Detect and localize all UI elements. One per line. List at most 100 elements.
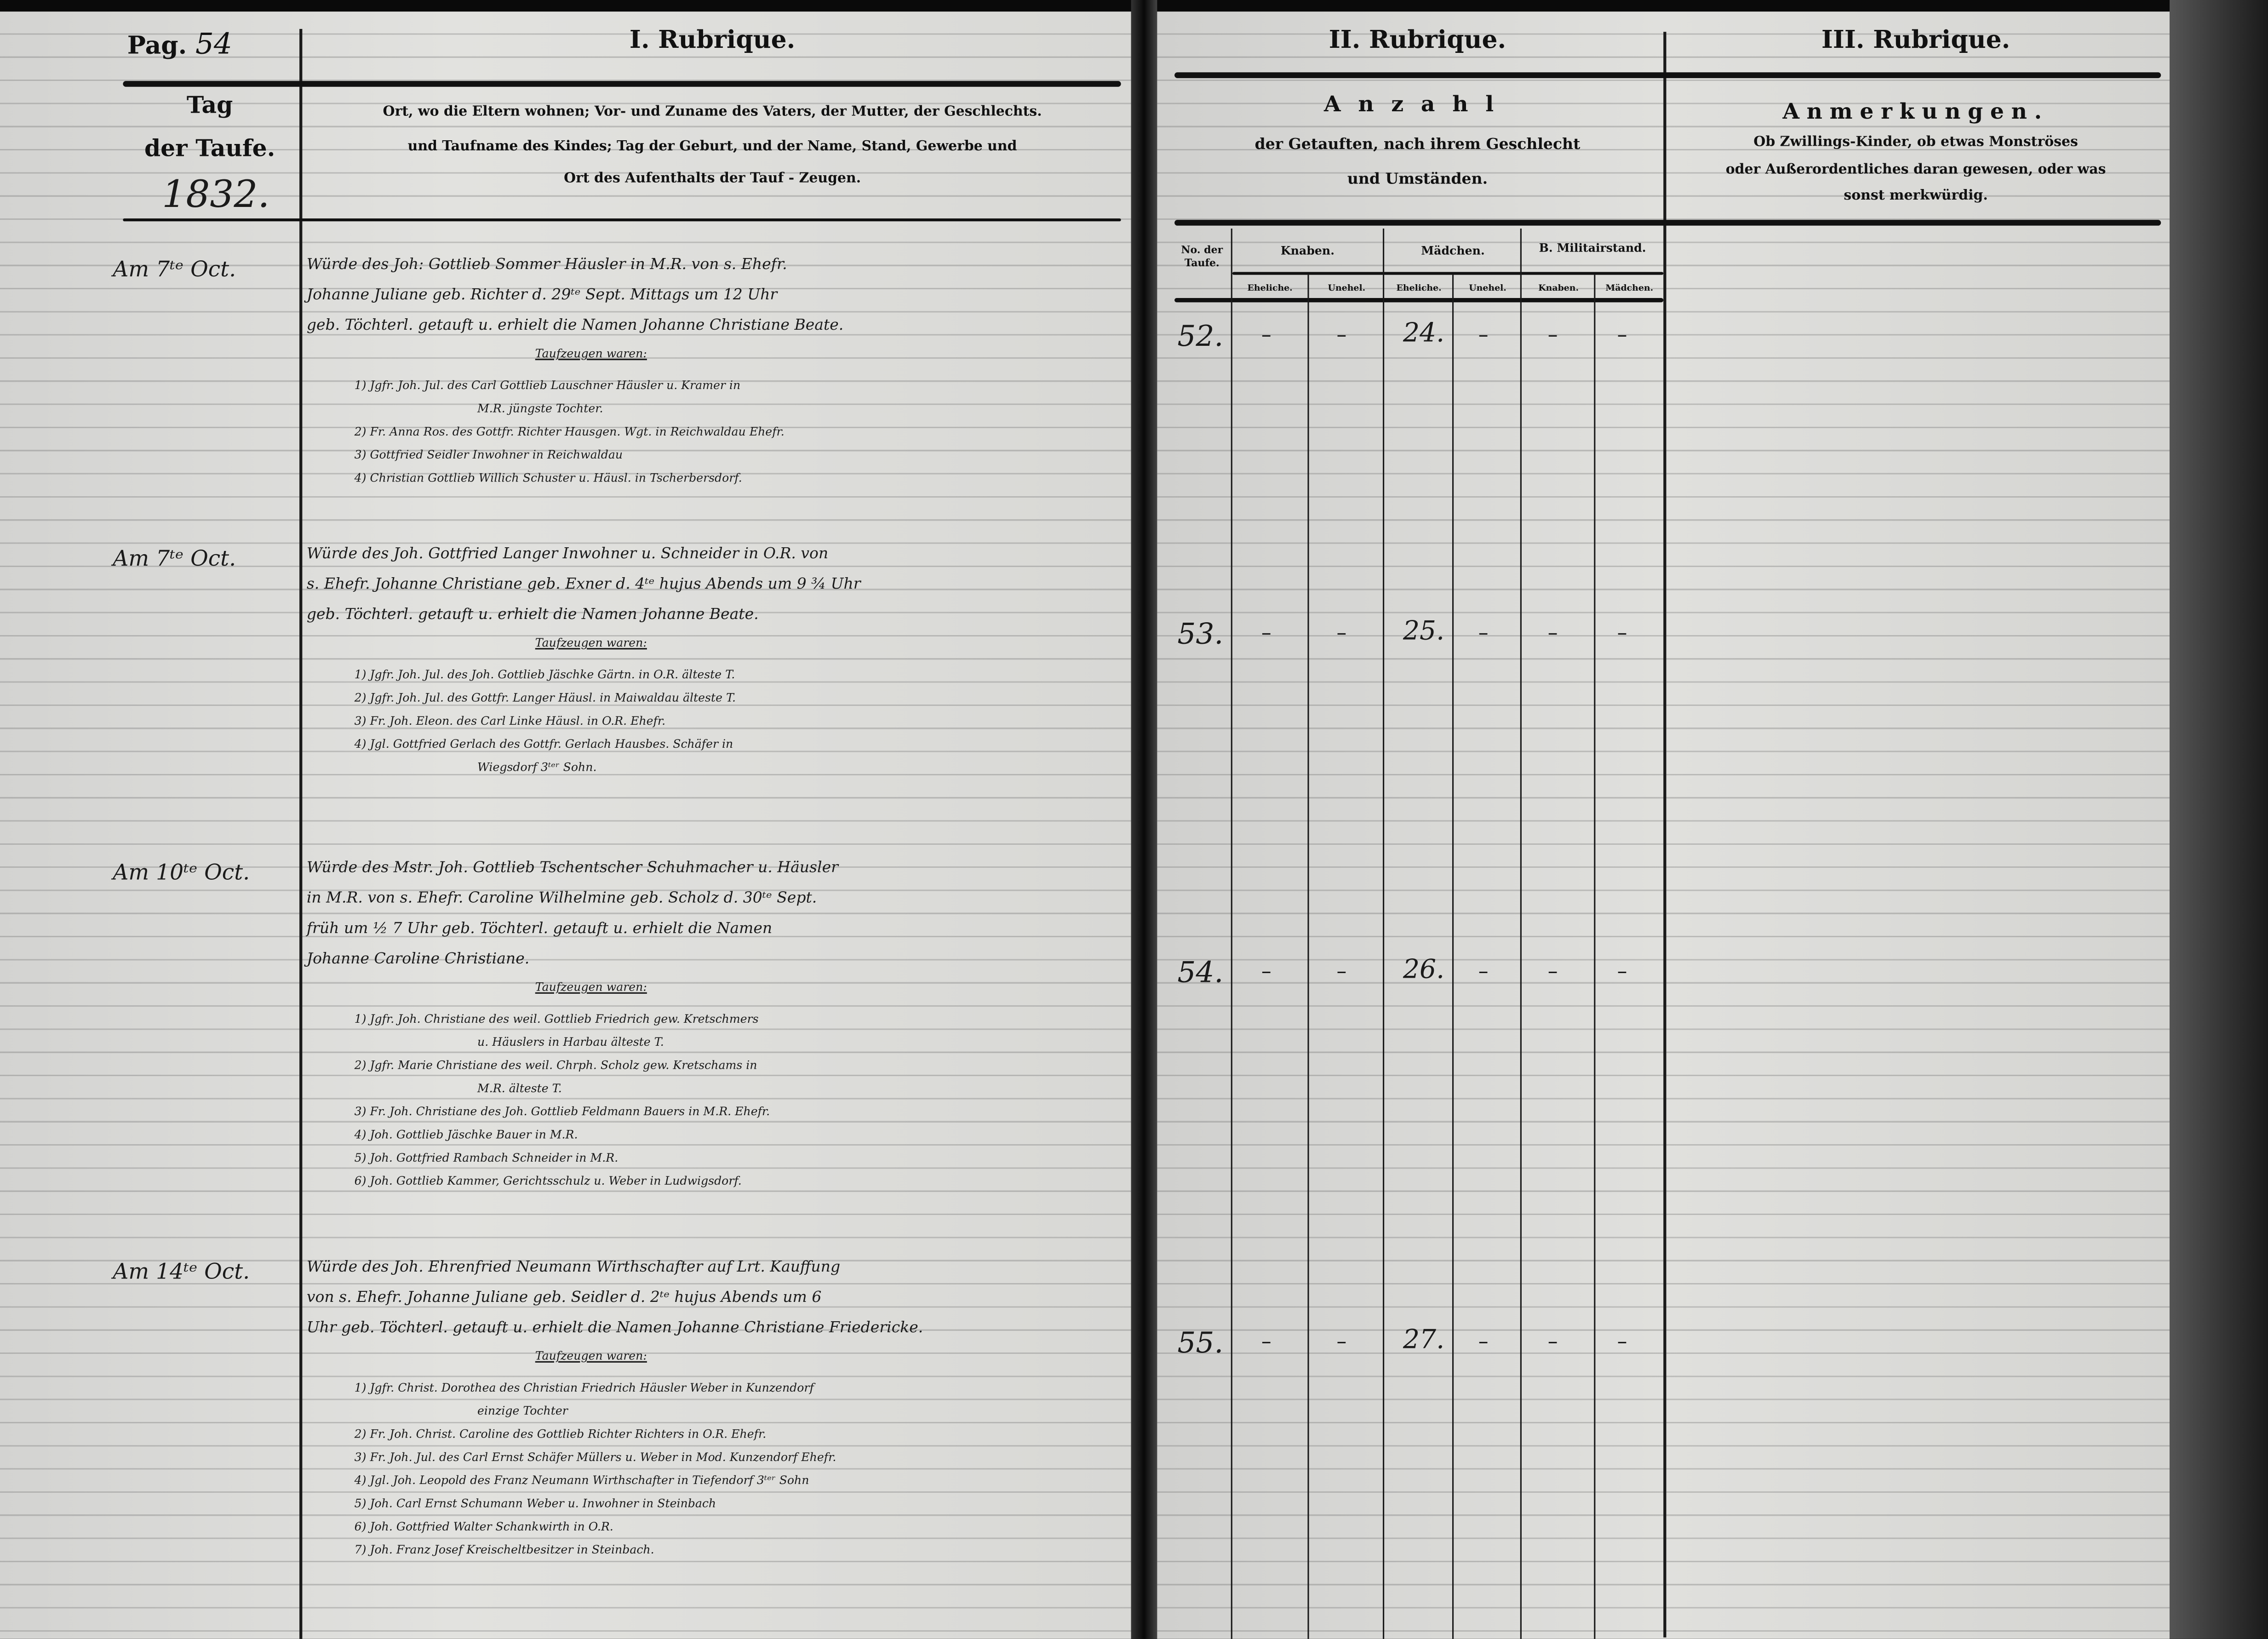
witness-line: 5) Joh. Carl Ernst Schumann Weber u. Inw… (354, 1497, 716, 1510)
col-date-label-2: der Taufe. (144, 134, 275, 162)
count-maedchen-ehel: 27. (1403, 1325, 1445, 1356)
col2-title: Anzahl (1323, 91, 1511, 117)
entry-text-line: geb. Töchterl. getauft u. erhielt die Na… (306, 606, 759, 624)
sub-maedchen: Mädchen. (1421, 243, 1485, 258)
count-mil-knaben: – (1547, 960, 1558, 984)
sub-rule (1232, 272, 1664, 275)
ruled-lines (0, 11, 1131, 1639)
col1-desc-3: Ort des Aufenthalts der Tauf - Zeugen. (564, 171, 861, 187)
witness-line: 4) Jgl. Joh. Leopold des Franz Neumann W… (354, 1474, 809, 1487)
page-number: 54 (195, 26, 232, 61)
witness-line: 4) Joh. Gottlieb Jäschke Bauer in M.R. (354, 1128, 578, 1141)
sub-unehel-maedchen: Unehel. (1469, 283, 1506, 294)
header-rule (1174, 72, 2161, 78)
count-maedchen-ehel: 25. (1403, 616, 1445, 647)
sub-no: No. der Taufe. (1181, 243, 1223, 269)
sub-unehel-knaben: Unehel. (1328, 283, 1366, 294)
witness-line: 2) Jgfr. Marie Christiane des weil. Chrp… (354, 1059, 757, 1072)
col1-desc-2: und Taufname des Kindes; Tag der Geburt,… (407, 138, 1017, 155)
entry-number: 54. (1177, 954, 1224, 990)
count-knaben-ehel: – (1261, 324, 1271, 347)
col3-desc-2: oder Außerordentliches daran gewesen, od… (1725, 162, 2106, 178)
page-label-text: Pag. (127, 32, 187, 61)
count-mil-knaben: – (1547, 622, 1558, 645)
count-maedchen-ehel: 26. (1403, 954, 1445, 986)
entry-text-line: Würde des Joh: Gottlieb Sommer Häusler i… (306, 256, 787, 274)
entry-date: Am 14ᵗᵉ Oct. (113, 1258, 250, 1285)
entry-text-line: Johanne Caroline Christiane. (306, 950, 530, 968)
page-label: Pag. 54 (127, 26, 232, 61)
count-maedchen-unehel: – (1478, 622, 1489, 645)
col2-desc-2: und Umständen. (1347, 171, 1488, 188)
header-bottom-rule (123, 218, 1121, 222)
witness-line: 4) Jgl. Gottfried Gerlach des Gottfr. Ge… (354, 738, 733, 751)
count-maedchen-ehel: 24. (1403, 318, 1445, 349)
film-border-right (2170, 0, 2268, 1639)
book-spine (1131, 0, 1157, 1639)
witness-line: 3) Fr. Joh. Christiane des Joh. Gottlieb… (354, 1105, 770, 1118)
column-divider (299, 29, 303, 1639)
count-mil-maedchen: – (1617, 960, 1627, 984)
witness-line: u. Häuslers in Harbau älteste T. (477, 1036, 664, 1049)
witness-line: 5) Joh. Gottfried Rambach Schneider in M… (354, 1151, 619, 1165)
witness-line: Wiegsdorf 3ᵗᵉʳ Sohn. (477, 761, 597, 774)
sub-ehel-maedchen: Eheliche. (1396, 283, 1442, 294)
witness-line: 1) Jgfr. Joh. Christiane des weil. Gottl… (354, 1012, 759, 1026)
witness-heading: Taufzeugen waren: (535, 636, 647, 650)
entry-number: 52. (1177, 318, 1224, 353)
witness-heading: Taufzeugen waren: (535, 1349, 647, 1363)
col1-desc-1: Ort, wo die Eltern wohnen; Vor- und Zuna… (383, 104, 1042, 120)
count-knaben-ehel: – (1261, 1330, 1271, 1354)
witness-heading: Taufzeugen waren: (535, 347, 647, 361)
witness-line: M.R. jüngste Tochter. (477, 402, 603, 415)
sub-knaben: Knaben. (1280, 243, 1335, 258)
entry-text-line: Johanne Juliane geb. Richter d. 29ᵗᵉ Sep… (306, 286, 778, 304)
entry-number: 55. (1177, 1325, 1224, 1360)
witness-line: 3) Gottfried Seidler Inwohner in Reichwa… (354, 448, 623, 462)
sub-militair: B. Militairstand. (1539, 240, 1646, 255)
sub-bottom-rule (1174, 298, 1664, 303)
sub-ehel-knaben: Eheliche. (1247, 283, 1293, 294)
year: 1832. (162, 173, 270, 217)
witness-heading: Taufzeugen waren: (535, 980, 647, 994)
count-mil-maedchen: – (1617, 324, 1627, 347)
rubrique-1-title: I. Rubrique. (629, 26, 796, 55)
witness-line: 1) Jgfr. Christ. Dorothea des Christian … (354, 1381, 814, 1395)
witness-line: 3) Fr. Joh. Jul. des Carl Ernst Schäfer … (354, 1450, 836, 1464)
count-knaben-unehel: – (1336, 622, 1347, 645)
col3-desc-1: Ob Zwillings-Kinder, ob etwas Monströses (1753, 134, 2078, 151)
entry-text-line: früh um ½ 7 Uhr geb. Töchterl. getauft u… (306, 920, 773, 938)
witness-line: 2) Jgfr. Joh. Jul. des Gottfr. Langer Hä… (354, 691, 736, 705)
entry-text-line: in M.R. von s. Ehefr. Caroline Wilhelmin… (306, 889, 817, 907)
col-date-label-1: Tag (186, 91, 233, 119)
sub-mil-knaben: Knaben. (1538, 283, 1579, 294)
count-knaben-unehel: – (1336, 324, 1347, 347)
sub-mil-maedchen: Mädchen. (1605, 283, 1654, 294)
col-line (1383, 228, 1385, 1639)
count-knaben-ehel: – (1261, 622, 1271, 645)
header-bottom-rule (1174, 220, 2161, 226)
count-knaben-ehel: – (1261, 960, 1271, 984)
entry-number: 53. (1177, 616, 1224, 651)
col-line (1594, 275, 1596, 1639)
col3-title: Anmerkungen. (1782, 98, 2049, 125)
entry-text-line: s. Ehefr. Johanne Christiane geb. Exner … (306, 575, 861, 593)
witness-line: einzige Tochter (477, 1404, 568, 1418)
col3-desc-3: sonst merkwürdig. (1844, 188, 1988, 204)
witness-line: 3) Fr. Joh. Eleon. des Carl Linke Häusl.… (354, 714, 666, 728)
entry-text-line: geb. Töchterl. getauft u. erhielt die Na… (306, 316, 844, 334)
count-mil-maedchen: – (1617, 622, 1627, 645)
entry-date: Am 10ᵗᵉ Oct. (113, 859, 250, 885)
witness-line: M.R. älteste T. (477, 1082, 562, 1095)
left-page: Pag. 54 I. Rubrique. Tag der Taufe. 1832… (0, 11, 1131, 1639)
entry-text-line: Würde des Mstr. Joh. Gottlieb Tschentsch… (306, 859, 838, 877)
entry-text-line: Würde des Joh. Gottfried Langer Inwohner… (306, 545, 829, 563)
entry-text-line: von s. Ehefr. Johanne Juliane geb. Seidl… (306, 1289, 822, 1307)
count-knaben-unehel: – (1336, 960, 1347, 984)
count-maedchen-unehel: – (1478, 960, 1489, 984)
count-knaben-unehel: – (1336, 1330, 1347, 1354)
rubrique-2-title: II. Rubrique. (1329, 26, 1506, 55)
witness-line: 1) Jgfr. Joh. Jul. des Joh. Gottlieb Jäs… (354, 668, 735, 682)
entry-date: Am 7ᵗᵉ Oct. (113, 545, 236, 572)
